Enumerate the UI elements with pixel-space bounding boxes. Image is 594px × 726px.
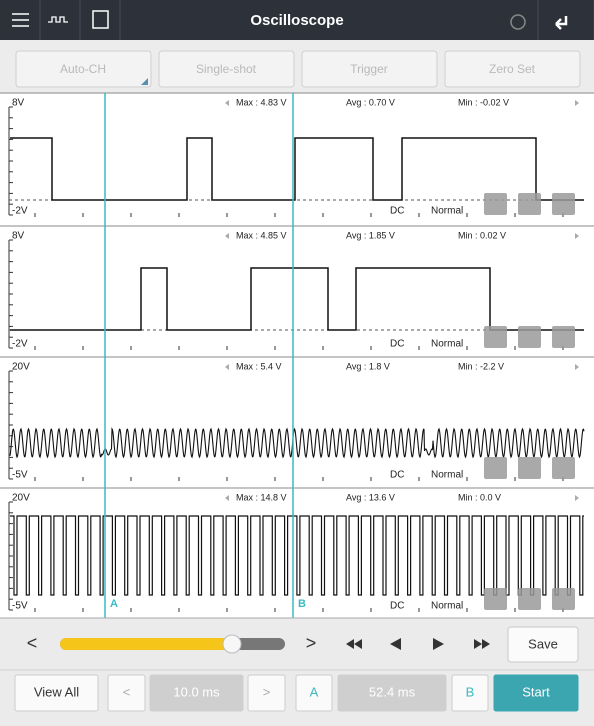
stat-avg: Avg : 13.6 V xyxy=(346,492,395,502)
header-title: Oscilloscope xyxy=(250,12,343,29)
refresh-icon[interactable] xyxy=(510,14,526,30)
toolbar-button[interactable] xyxy=(15,50,152,88)
stat-arrow-left xyxy=(225,100,229,106)
channel-tool-button[interactable] xyxy=(552,326,575,348)
next-button[interactable]: > xyxy=(306,633,317,653)
channel-tool-button[interactable] xyxy=(552,457,575,479)
stat-max: Max : 14.8 V xyxy=(236,492,287,502)
stat-arrow-right xyxy=(575,233,579,239)
scale-bottom: -2V xyxy=(12,339,28,350)
stat-min: Min : -2.2 V xyxy=(458,361,504,371)
scale-top: 20V xyxy=(12,362,30,373)
header-bar xyxy=(0,0,594,40)
prev-button[interactable]: < xyxy=(27,633,38,653)
slider-fill xyxy=(60,638,232,650)
stat-arrow-right xyxy=(575,100,579,106)
channel-tool-button[interactable] xyxy=(484,457,507,479)
stat-max: Max : 5.4 V xyxy=(236,361,282,371)
stat-avg: Avg : 1.85 V xyxy=(346,230,395,240)
step-forward-icon[interactable] xyxy=(433,638,444,650)
wave-icon xyxy=(48,16,68,23)
cursor-left-button[interactable] xyxy=(107,674,146,712)
coupling: DC xyxy=(390,601,404,612)
stat-arrow-right xyxy=(575,364,579,370)
stat-min: Min : 0.0 V xyxy=(458,492,501,502)
scale-bottom: -5V xyxy=(12,470,28,481)
channel-tool-button[interactable] xyxy=(552,588,575,610)
cursor-left-button-label: < xyxy=(123,684,131,699)
cursor-right-button-label: > xyxy=(263,684,271,699)
channel-tool-button[interactable] xyxy=(518,588,541,610)
step-back-icon[interactable] xyxy=(390,638,401,650)
time-b-field[interactable] xyxy=(337,674,447,712)
coupling: DC xyxy=(390,339,404,350)
stat-arrow-left xyxy=(225,364,229,370)
coupling: DC xyxy=(390,470,404,481)
channel-tool-button[interactable] xyxy=(518,193,541,215)
toolbar-button[interactable] xyxy=(158,50,295,88)
slider-knob[interactable] xyxy=(222,634,242,654)
waveform xyxy=(9,427,585,459)
channel-tool-button[interactable] xyxy=(484,588,507,610)
stat-avg: Avg : 1.8 V xyxy=(346,361,390,371)
cursor-b-button-label: B xyxy=(466,684,475,699)
channel-tool-button[interactable] xyxy=(484,326,507,348)
view-all-button[interactable] xyxy=(14,674,99,712)
stat-min: Min : -0.02 V xyxy=(458,97,509,107)
stat-arrow-right xyxy=(575,495,579,501)
cursor-b-button[interactable] xyxy=(451,674,489,712)
waveform xyxy=(10,267,584,331)
save-button-label: Save xyxy=(528,636,558,651)
time-b-field-label: 52.4 ms xyxy=(369,684,416,699)
toolbar-button-label: Zero Set xyxy=(489,62,536,76)
waveform xyxy=(10,137,584,201)
time-a-field-label: 10.0 ms xyxy=(173,684,220,699)
cursor-label: B xyxy=(298,598,306,610)
dropdown-corner xyxy=(141,78,148,85)
coupling: DC xyxy=(390,206,404,217)
stat-avg: Avg : 0.70 V xyxy=(346,97,395,107)
scale-bottom: -5V xyxy=(12,601,28,612)
stat-min: Min : 0.02 V xyxy=(458,230,506,240)
waveform xyxy=(10,515,584,596)
toolbar-button-label: Trigger xyxy=(350,62,388,76)
trigger-mode: Normal xyxy=(431,206,463,217)
scale-top: 20V xyxy=(12,493,30,504)
channel-tool-button[interactable] xyxy=(552,193,575,215)
trigger-mode: Normal xyxy=(431,339,463,350)
toolbar-button[interactable] xyxy=(444,50,581,88)
back-icon[interactable] xyxy=(555,16,568,30)
trigger-mode: Normal xyxy=(431,601,463,612)
toolbar-button[interactable] xyxy=(301,50,438,88)
scale-bottom: -2V xyxy=(12,206,28,217)
cursor-a-button[interactable] xyxy=(295,674,333,712)
stat-arrow-left xyxy=(225,233,229,239)
toolbar-button-label: Single-shot xyxy=(196,62,257,76)
cursor-label: A xyxy=(110,598,118,610)
trigger-mode: Normal xyxy=(431,470,463,481)
toolbar-button-label: Auto-CH xyxy=(60,62,106,76)
channel-tool-button[interactable] xyxy=(518,457,541,479)
save-button[interactable] xyxy=(507,626,579,663)
fast-forward-icon[interactable] xyxy=(474,639,490,649)
channel-tool-button[interactable] xyxy=(484,193,507,215)
stat-max: Max : 4.83 V xyxy=(236,97,287,107)
time-a-field[interactable] xyxy=(149,674,244,712)
stat-max: Max : 4.85 V xyxy=(236,230,287,240)
view-all-button-label: View All xyxy=(34,684,79,699)
rewind-icon[interactable] xyxy=(346,639,362,649)
stat-arrow-left xyxy=(225,495,229,501)
channel-tool-button[interactable] xyxy=(518,326,541,348)
start-button[interactable] xyxy=(493,674,579,712)
scale-top: 8V xyxy=(12,98,25,109)
save-icon xyxy=(92,10,109,29)
scale-top: 8V xyxy=(12,231,25,242)
cursor-a-button-label: A xyxy=(310,684,319,699)
cursor-right-button[interactable] xyxy=(247,674,286,712)
start-button-label: Start xyxy=(522,684,550,699)
